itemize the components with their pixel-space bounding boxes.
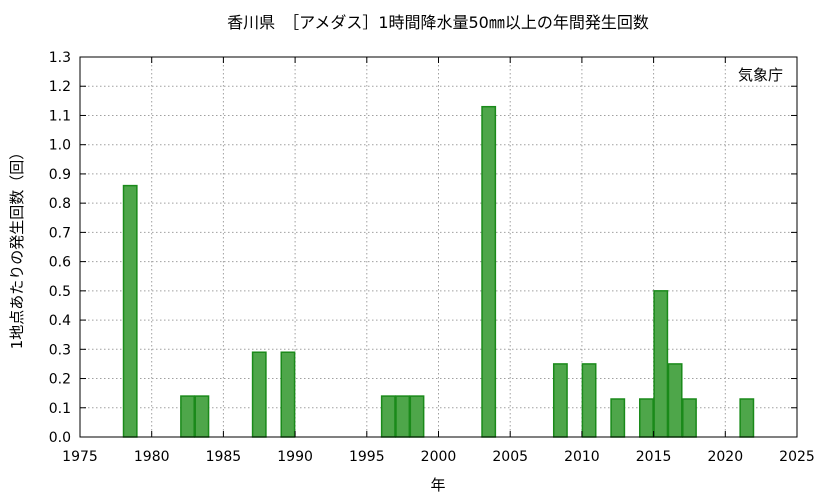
bar-2013: [610, 398, 626, 438]
bar-1979: [122, 184, 138, 438]
chart-title: 香川県 ［アメダス］1時間降水量50㎜以上の年間発生回数: [227, 13, 649, 32]
y-tick-label: 0.4: [49, 313, 71, 329]
y-tick-label: 0.7: [49, 225, 71, 241]
y-tick-label: 1.1: [49, 108, 71, 124]
bar-2015: [639, 398, 654, 438]
y-axis-title: 1地点あたりの発生回数（回）: [8, 145, 26, 350]
bar-2011: [581, 363, 597, 438]
bar-1984: [194, 395, 210, 438]
x-tick-label: 1980: [134, 449, 170, 465]
x-tick-label: 2020: [707, 449, 743, 465]
x-tick-label: 1985: [206, 449, 242, 465]
bar-1999: [409, 395, 425, 438]
y-tick-label: 1.2: [49, 79, 71, 95]
bar-1983: [180, 395, 195, 438]
x-tick-label: 2015: [636, 449, 672, 465]
y-tick-label: 0.9: [49, 167, 71, 183]
x-tick-label: 1995: [349, 449, 385, 465]
bar-1990: [280, 351, 296, 438]
bar-1998: [395, 395, 411, 438]
y-tick-label: 0.2: [49, 372, 71, 388]
x-tick-label: 1990: [277, 449, 313, 465]
y-tick-label: 0.0: [49, 430, 71, 446]
y-tick-label: 0.1: [49, 401, 71, 417]
bars: [122, 105, 755, 438]
x-tick-label: 2010: [564, 449, 600, 465]
y-tick-label: 0.8: [49, 196, 71, 212]
y-tick-label: 0.3: [49, 342, 71, 358]
bar-2022: [739, 398, 755, 438]
watermark-label: 気象庁: [738, 66, 783, 84]
y-tick-label: 0.5: [49, 284, 71, 300]
bar-2018: [682, 398, 697, 438]
bar-2017: [667, 363, 683, 438]
x-tick-label: 2025: [779, 449, 815, 465]
y-tick-label: 1.0: [49, 138, 71, 154]
x-axis-title: 年: [430, 476, 445, 494]
bar-2009: [552, 363, 568, 438]
bar-2016: [653, 290, 669, 438]
bar-2004: [481, 105, 497, 438]
x-tick-label: 1975: [62, 449, 98, 465]
y-tick-label: 1.3: [49, 50, 71, 66]
axes: 0.0 0.1 0.2 0.3 0.4 0.5 0.6 0.7 0.8 0.9 1.0 1.1 1.2 1…: [49, 50, 815, 465]
grid: [80, 57, 797, 437]
bar-1997: [380, 395, 396, 438]
bar-1988: [251, 351, 267, 438]
y-tick-label: 0.6: [49, 255, 71, 271]
x-tick-label: 2000: [421, 449, 457, 465]
x-tick-label: 2005: [492, 449, 528, 465]
